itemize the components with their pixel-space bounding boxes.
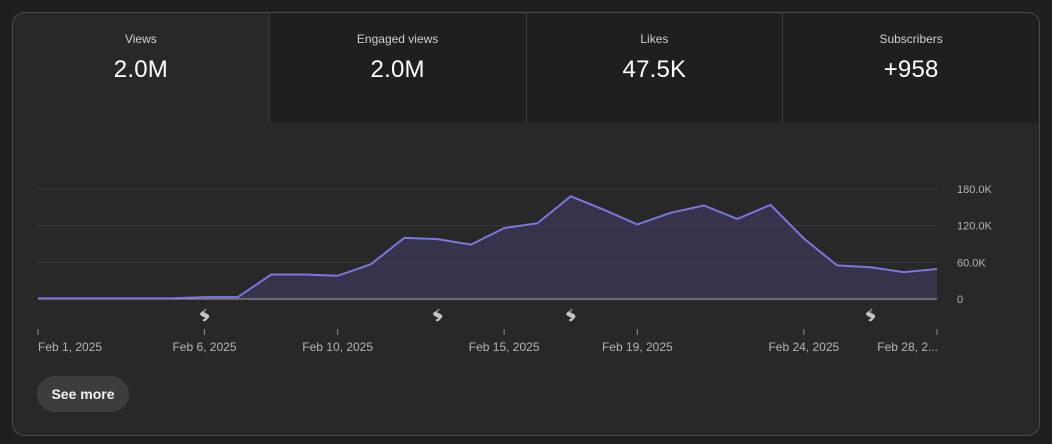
y-tick-label: 120.0K	[957, 221, 993, 233]
y-tick-label: 60.0K	[957, 257, 986, 269]
metric-label: Views	[124, 32, 157, 46]
metric-label: Engaged views	[356, 32, 439, 46]
shorts-icon-shape	[865, 308, 876, 322]
data-point	[37, 297, 39, 299]
data-point	[137, 297, 139, 299]
data-point	[470, 244, 472, 246]
x-tick-label: Feb 19, 2025	[602, 340, 673, 354]
data-point	[270, 274, 272, 276]
area-fill	[38, 196, 937, 299]
shorts-icon[interactable]	[865, 308, 876, 322]
shorts-icon-shape	[566, 308, 576, 322]
analytics-card: Views 2.0M Engaged views 2.0M Likes 47.5…	[12, 12, 1040, 436]
shorts-icon[interactable]	[566, 308, 576, 322]
data-point	[770, 204, 772, 206]
data-point	[237, 296, 239, 298]
series-line-views	[38, 195, 938, 300]
data-point	[104, 297, 106, 299]
data-point	[636, 223, 638, 225]
metric-value: 47.5K	[622, 56, 687, 83]
metric-label: Subscribers	[879, 32, 943, 46]
data-point	[503, 227, 505, 229]
x-tick-label: Feb 24, 2025	[768, 340, 839, 354]
x-tick-label: Feb 6, 2025	[172, 340, 236, 354]
data-point	[936, 268, 938, 270]
shorts-icon[interactable]	[199, 308, 210, 322]
shorts-icon-shape	[199, 308, 210, 322]
data-point	[403, 237, 405, 239]
data-point	[670, 212, 672, 214]
shorts-icon-shape	[433, 308, 443, 322]
x-tick-label: Feb 15, 2025	[469, 340, 540, 354]
metric-value: 2.0M	[370, 56, 425, 83]
y-tick-label: 180.0K	[957, 184, 993, 196]
data-point	[437, 238, 439, 240]
data-point	[603, 209, 605, 211]
data-point	[736, 218, 738, 220]
x-tick-label: Feb 10, 2025	[302, 340, 373, 354]
metric-label: Likes	[640, 32, 669, 46]
metric-tab-likes[interactable]: Likes 47.5K	[526, 13, 784, 123]
data-point	[869, 266, 871, 268]
see-more-button[interactable]: See more	[37, 376, 129, 412]
data-point	[903, 271, 905, 273]
y-tick-label: 0	[957, 294, 963, 306]
data-point	[303, 274, 305, 276]
data-point	[703, 205, 705, 207]
data-point	[170, 297, 172, 299]
x-tick-label: Feb 28, 2...	[877, 340, 938, 354]
shorts-icon[interactable]	[433, 308, 443, 322]
data-point	[203, 296, 205, 298]
x-tick-label: Feb 1, 2025	[38, 340, 102, 354]
metric-tabs: Views 2.0M Engaged views 2.0M Likes 47.5…	[13, 13, 1039, 123]
metric-tab-subscribers[interactable]: Subscribers +958	[783, 13, 1039, 123]
metric-value: 2.0M	[113, 56, 168, 83]
data-point	[536, 222, 538, 224]
data-point	[570, 195, 572, 197]
metric-tab-views[interactable]: Views 2.0M	[13, 13, 270, 123]
data-point	[370, 263, 372, 265]
views-chart: 0 60.0K 120.0K 180.0K Feb 1, 2025 Feb 6, 2025…	[13, 123, 1039, 363]
data-point	[337, 275, 339, 277]
data-point	[836, 264, 838, 266]
data-point	[70, 297, 72, 299]
metric-tab-engaged-views[interactable]: Engaged views 2.0M	[269, 13, 527, 123]
chart-svg: 0 60.0K 120.0K 180.0K Feb 1, 2025 Feb 6, 2025…	[37, 184, 993, 354]
metric-value: +958	[883, 56, 939, 83]
data-point	[803, 238, 805, 240]
